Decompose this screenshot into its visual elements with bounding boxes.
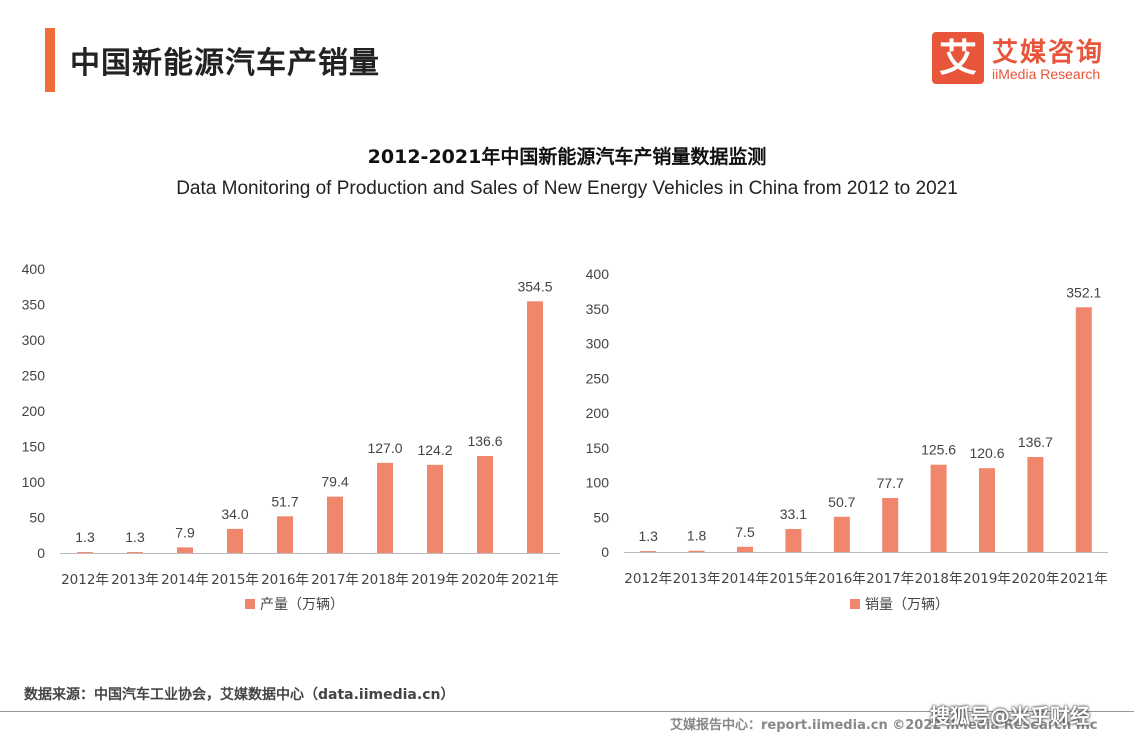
production-legend-label: 产量（万辆） [260,597,344,613]
production-legend-swatch [245,599,255,609]
sales-bar [1075,307,1092,552]
production-bar [427,464,443,553]
sales-x-tick-label: 2019年 [963,571,1011,587]
sales-y-tick-label: 350 [586,301,610,317]
production-x-tick-label: 2016年 [261,572,309,588]
production-y-tick-label: 100 [22,474,46,490]
chart-subtitle: Data Monitoring of Production and Sales … [176,178,958,199]
sales-x-tick-label: 2013年 [673,571,721,587]
sales-y-tick-label: 50 [593,509,609,525]
production-x-tick-label: 2020年 [461,572,509,588]
production-data-label: 79.4 [321,474,348,490]
sales-data-label: 33.1 [780,506,807,522]
production-x-tick-label: 2013年 [111,572,159,588]
sales-data-label: 1.3 [638,528,658,544]
footer-divider [0,711,1134,712]
production-x-tick-label: 2015年 [211,572,259,588]
production-bar [327,496,343,553]
production-data-label: 127.0 [367,440,402,456]
production-y-tick-label: 400 [22,261,46,277]
production-data-label: 124.2 [417,442,452,458]
sales-bar [979,468,995,552]
sales-bar [688,550,705,552]
sales-y-tick-label: 0 [601,544,609,560]
sales-x-tick-label: 2017年 [866,571,914,587]
data-source: 数据来源：中国汽车工业协会，艾媒数据中心（data.iimedia.cn） [24,687,455,703]
sales-x-tick-label: 2015年 [769,571,817,587]
production-data-label: 34.0 [221,506,248,522]
chart-title: 2012-2021年中国新能源汽车产销量数据监测 [367,146,767,168]
production-bar [177,547,193,553]
production-data-label: 51.7 [271,493,298,509]
sales-y-tick-label: 400 [586,266,610,282]
logo-mark-icon: 艾 [932,32,984,84]
logo-name-en: iiMedia Research [992,66,1101,82]
sales-legend-swatch [850,599,860,609]
footer-text: 艾媒报告中心：report.iimedia.cn ©2022 iiMedia R… [670,718,1098,733]
brand-logo: 艾 艾媒咨询 iiMedia Research [932,32,1117,87]
production-y-tick-label: 0 [37,545,45,561]
production-data-label: 1.3 [125,529,145,545]
production-bar [227,528,243,553]
logo-name-cn: 艾媒咨询 [992,38,1105,68]
sales-y-tick-label: 250 [586,370,610,386]
production-x-tick-label: 2018年 [361,572,409,588]
sales-bar [1027,456,1044,552]
sales-x-tick-label: 2018年 [915,571,963,587]
production-y-tick-label: 150 [22,439,46,455]
production-bar [477,456,493,553]
production-x-tick-label: 2021年 [511,572,559,588]
production-bar [527,301,543,553]
sales-bar [737,546,753,552]
sales-data-label: 77.7 [877,475,904,491]
sales-bar [882,497,899,552]
production-bar [127,552,143,554]
sales-legend-label: 销量（万辆） [865,597,949,613]
production-data-label: 7.9 [175,524,195,540]
sales-x-tick-label: 2012年 [624,571,672,587]
production-data-label: 1.3 [75,529,95,545]
sales-y-tick-label: 150 [586,440,610,456]
sales-data-label: 120.6 [969,445,1004,461]
sales-data-label: 50.7 [828,494,855,510]
production-bar [77,552,93,554]
sales-y-tick-label: 200 [586,405,610,421]
sales-data-label: 352.1 [1066,284,1101,300]
sales-data-label: 136.7 [1018,434,1053,450]
sales-chart: 0 50 100 150 200 250 300 350 400 1.3 2012年 1.8 2013年… [586,266,1108,613]
production-y-tick-label: 50 [29,510,45,526]
sales-bar [785,528,802,552]
production-x-tick-label: 2014年 [161,572,209,588]
production-x-tick-label: 2012年 [61,572,109,588]
sales-x-tick-label: 2014年 [721,571,769,587]
sales-bar [930,464,947,552]
title-accent-bar [45,28,55,92]
production-data-label: 136.6 [467,433,502,449]
production-y-tick-label: 350 [22,297,46,313]
watermark: 搜狐号@米乎财经 [930,704,1090,728]
production-y-tick-label: 250 [22,368,46,384]
sales-data-label: 125.6 [921,442,956,458]
sales-y-tick-label: 100 [586,475,610,491]
sales-x-tick-label: 2016年 [818,571,866,587]
sales-x-tick-label: 2021年 [1060,571,1108,587]
sales-data-label: 1.8 [687,528,707,544]
production-bar [277,516,293,553]
production-bar [377,462,393,553]
production-chart: 0 50 100 150 200 250 300 350 400 1.3 2012年 1.3 2013年… [22,261,560,613]
production-x-tick-label: 2017年 [311,572,359,588]
production-y-tick-label: 200 [22,403,46,419]
sales-data-label: 7.5 [735,524,755,540]
production-y-tick-label: 300 [22,332,46,348]
sales-bar [640,551,657,553]
sales-y-tick-label: 300 [586,336,610,352]
production-x-tick-label: 2019年 [411,572,459,588]
production-data-label: 354.5 [517,278,552,294]
sales-x-tick-label: 2020年 [1011,571,1059,587]
sales-bar [833,516,850,552]
page-title: 中国新能源汽车产销量 [70,46,380,81]
